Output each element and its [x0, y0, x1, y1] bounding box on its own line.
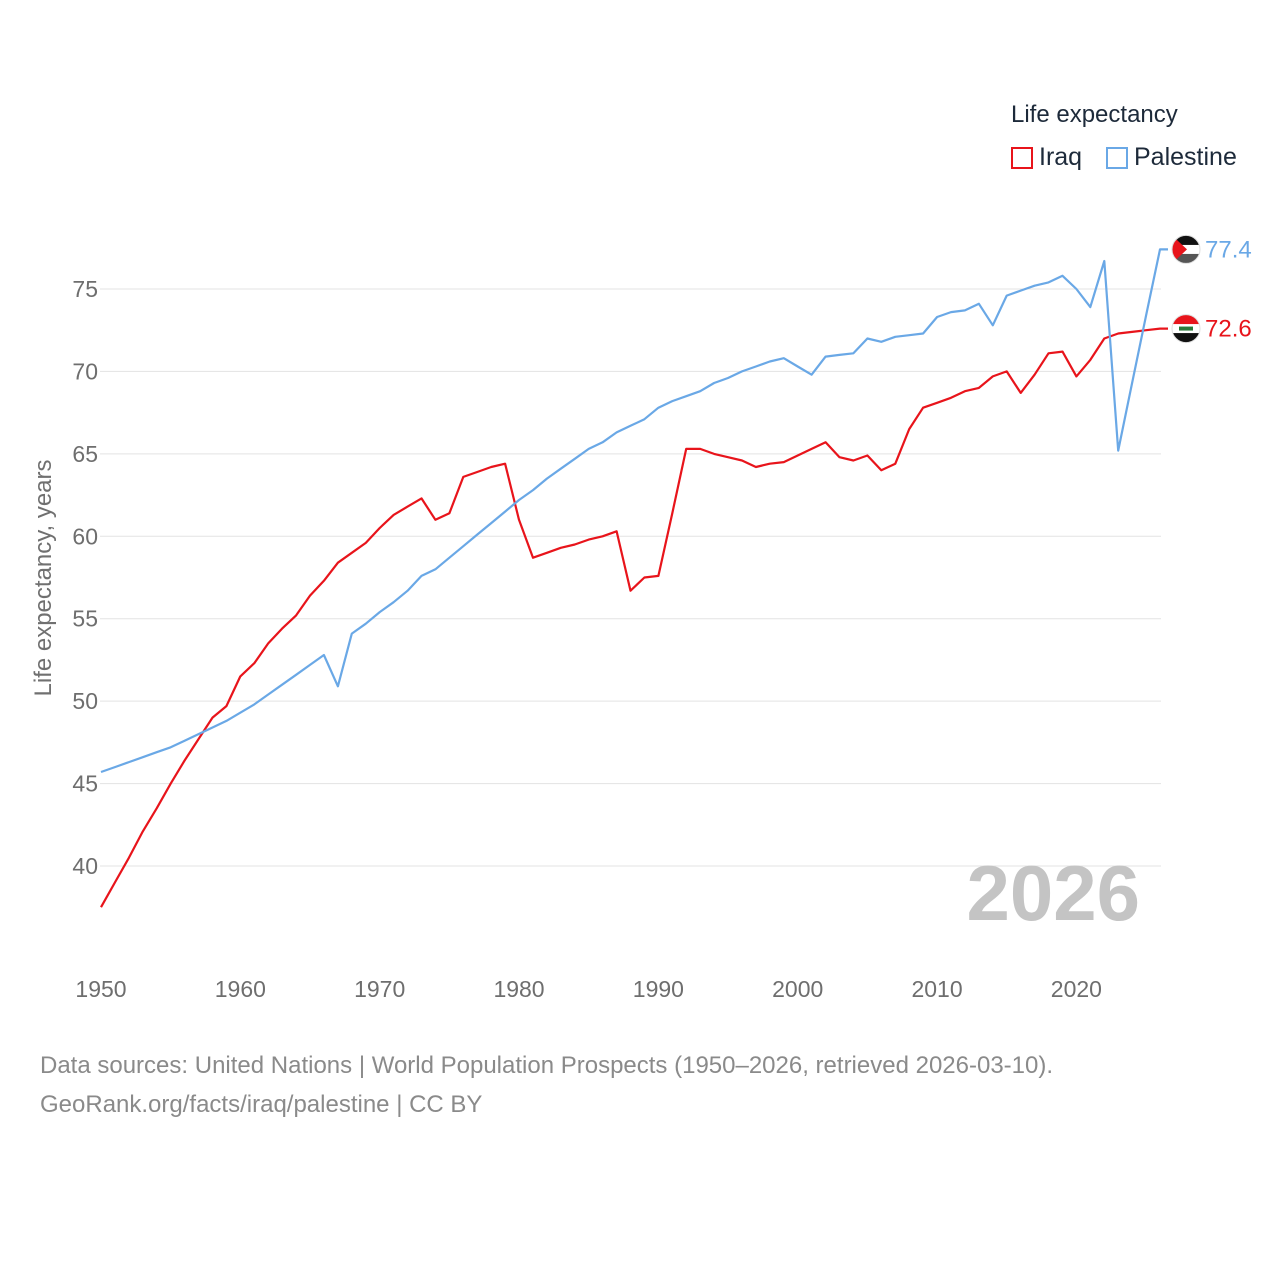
flag-palestine-icon [1171, 234, 1201, 264]
end-markers: 72.6 77.4 [1171, 234, 1252, 344]
series-lines [100, 248, 1168, 908]
series-line-iraq [100, 327, 1168, 908]
y-tick-label: 65 [72, 441, 98, 467]
y-tick-label: 45 [72, 771, 98, 797]
legend-item-palestine[interactable]: Palestine [1106, 143, 1237, 172]
y-tick-label: 60 [72, 523, 98, 549]
current-year-label: 2026 [966, 849, 1140, 937]
y-tick-label: 55 [72, 606, 98, 632]
x-tick-label: 2020 [1051, 976, 1102, 1002]
y-tick-label: 40 [72, 853, 98, 879]
end-value-label-iraq: 72.6 [1205, 316, 1252, 343]
x-tick-label: 1980 [493, 976, 544, 1002]
x-axis-ticks: 1950 1960 1970 1980 1990 2000 2010 2020 [75, 976, 1102, 1002]
x-tick-label: 1990 [633, 976, 684, 1002]
source-line-1: Data sources: United Nations | World Pop… [40, 1052, 1054, 1079]
gridlines [100, 288, 1161, 867]
source-note: Data sources: United Nations | World Pop… [40, 1046, 1053, 1124]
x-tick-label: 1970 [354, 976, 405, 1002]
legend-label-iraq: Iraq [1039, 143, 1083, 171]
y-tick-label: 70 [72, 358, 98, 384]
legend-title: Life expectancy [1011, 101, 1178, 128]
series-line-palestine [100, 248, 1168, 774]
y-tick-label: 50 [72, 688, 98, 714]
y-axis-ticks: 40 45 50 55 60 65 70 75 [72, 276, 98, 879]
y-axis-title: Life expectancy, years [30, 459, 57, 696]
legend-item-iraq[interactable]: Iraq [1011, 143, 1082, 172]
flag-iraq-icon [1171, 314, 1201, 344]
x-tick-label: 1960 [215, 976, 266, 1002]
end-value-label-palestine: 77.4 [1205, 236, 1252, 263]
legend-swatch-palestine [1106, 146, 1128, 169]
legend-swatch-iraq [1011, 146, 1033, 169]
y-tick-label: 75 [72, 276, 98, 302]
source-line-2[interactable]: GeoRank.org/facts/iraq/palestine | CC BY [40, 1091, 483, 1118]
x-tick-label: 1950 [75, 976, 126, 1002]
x-tick-label: 2000 [772, 976, 823, 1002]
x-tick-label: 2010 [911, 976, 962, 1002]
legend-label-palestine: Palestine [1134, 143, 1237, 171]
